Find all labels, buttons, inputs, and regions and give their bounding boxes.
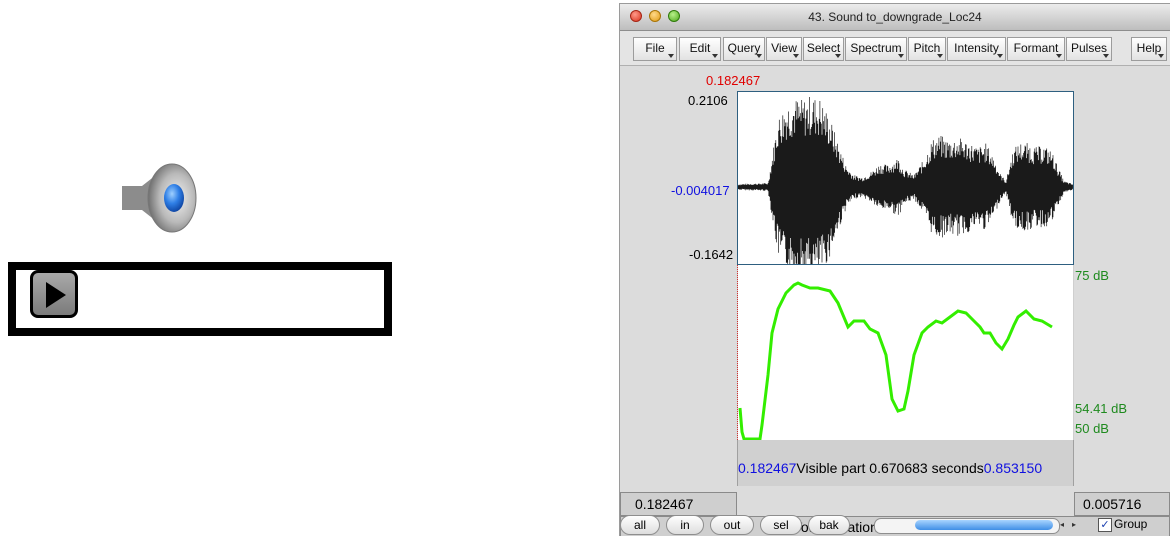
waveform-max-label: 0.2106 [688,93,728,108]
intensity-panel[interactable] [737,265,1074,441]
menu-select[interactable]: Select [803,37,844,61]
bottom-controls: all in out sel bak ◂ ▸ ✓ Group [620,515,1170,536]
menu-intensity[interactable]: Intensity [947,37,1006,61]
speaker-icon[interactable] [118,160,204,236]
scroll-left-icon[interactable]: ◂ [1060,520,1065,529]
scroll-right-icon[interactable]: ▸ [1072,520,1077,529]
scrollbar-thumb[interactable] [915,520,1053,530]
zoom-sel-button[interactable]: sel [760,515,802,535]
zoom-back-button[interactable]: bak [808,515,850,535]
waveform-panel[interactable] [737,91,1074,277]
zoom-in-button[interactable]: in [666,515,704,535]
intensity-current-label: 54.41 dB [1075,401,1128,416]
menu-bar: File Edit Query View Select Spectrum Pit… [620,31,1170,66]
menu-edit[interactable]: Edit [679,37,721,61]
audio-player [8,262,392,336]
menu-file[interactable]: File [633,37,677,61]
zoom-all-button[interactable]: all [620,515,660,535]
visible-start: 0.182467 [738,460,797,476]
horizontal-scrollbar[interactable] [874,518,1060,534]
menu-help[interactable]: Help [1131,37,1167,61]
waveform-plot [737,97,1073,277]
window-title: 43. Sound to_downgrade_Loc24 [808,10,982,24]
minimize-window-button[interactable] [649,10,661,22]
title-bar[interactable]: 43. Sound to_downgrade_Loc24 [620,4,1170,31]
zoom-window-button[interactable] [668,10,680,22]
play-button[interactable] [30,270,78,318]
menu-pulses[interactable]: Pulses [1066,37,1112,61]
visible-part-bar[interactable]: 0.182467Visible part 0.670683 seconds0.8… [737,440,1074,486]
intensity-curve [738,281,1053,441]
group-checkbox[interactable]: ✓ [1098,518,1112,532]
menu-pitch[interactable]: Pitch [908,37,946,61]
intensity-min-label: 50 dB [1075,421,1109,436]
left-selection-bar[interactable]: 0.182467 [620,492,737,516]
visible-part-text: Visible part 0.670683 seconds [796,460,984,476]
intensity-max-label: 75 dB [1075,268,1109,283]
intensity-plot [738,281,1053,441]
menu-query[interactable]: Query [723,37,765,61]
waveform-trace [737,97,1073,277]
zoom-out-button[interactable]: out [710,515,754,535]
cursor-line [737,265,739,440]
waveform-mid-label: -0.004017 [671,183,730,198]
right-selection-bar[interactable]: 0.005716 [1074,492,1170,516]
waveform-min-label: -0.1642 [689,247,734,262]
play-icon [46,282,66,308]
cursor-time-label: 0.182467 [706,73,761,88]
menu-spectrum[interactable]: Spectrum [845,37,907,61]
group-label: Group [1114,517,1148,531]
menu-formant[interactable]: Formant [1007,37,1065,61]
menu-view[interactable]: View [766,37,802,61]
sound-editor-window: 43. Sound to_downgrade_Loc24 File Edit Q… [620,4,1170,536]
close-window-button[interactable] [630,10,642,22]
visible-end: 0.853150 [983,460,1043,476]
